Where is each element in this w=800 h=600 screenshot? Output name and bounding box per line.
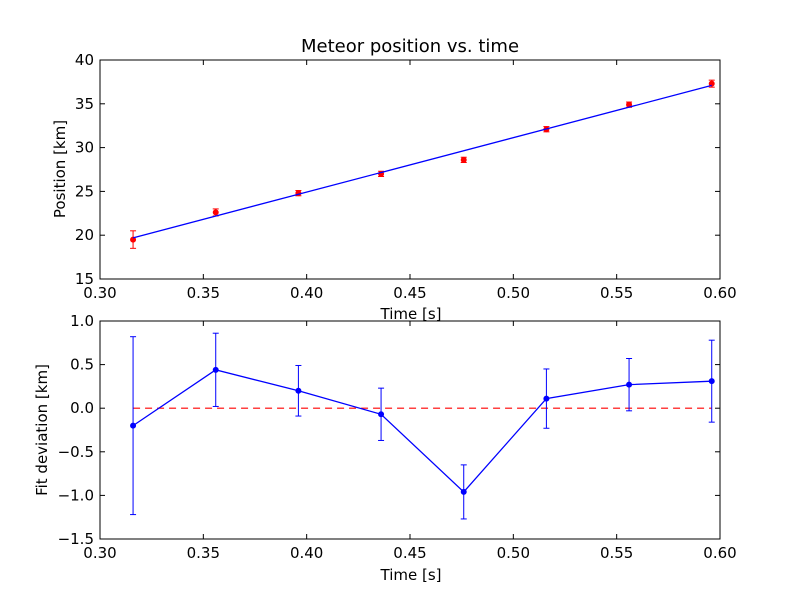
position-x-tick-label: 0.50: [497, 284, 530, 302]
deviation-x-tick-label: 0.50: [497, 544, 530, 562]
position-x-tick-label: 0.55: [600, 284, 633, 302]
deviation-x-tick-label: 0.35: [187, 544, 220, 562]
deviation-y-tick-label: 0.5: [70, 356, 94, 374]
position-y-tick-label: 25: [75, 182, 94, 200]
deviation-data-point: [543, 395, 550, 402]
position-x-tick-label: 0.60: [703, 284, 736, 302]
position-x-tick-label: 0.40: [290, 284, 323, 302]
position-axes-frame: [99, 59, 721, 280]
deviation-y-tick-label: −1.0: [58, 486, 94, 504]
position-y-tick-label: 35: [75, 95, 94, 113]
deviation-data-point: [626, 381, 633, 388]
deviation-x-tick-label: 0.45: [393, 544, 426, 562]
position-y-tick-label: 15: [75, 270, 94, 288]
position-x-tick-label: 0.45: [393, 284, 426, 302]
deviation-x-tick-label: 0.30: [83, 544, 116, 562]
position-chart-title: Meteor position vs. time: [301, 36, 519, 57]
position-y-tick-label: 30: [75, 139, 94, 157]
deviation-x-tick-label: 0.55: [600, 544, 633, 562]
deviation-data-point: [460, 488, 467, 495]
deviation-y-tick-label: −1.5: [58, 530, 94, 548]
position-data-point: [460, 156, 467, 163]
deviation-x-tick-label: 0.40: [290, 544, 323, 562]
position-y-tick-label: 20: [75, 226, 94, 244]
deviation-plot: Time [s] Fit deviation [km] 0.30 0.35 0.40…: [33, 312, 737, 584]
deviation-data-point: [708, 378, 715, 385]
deviation-data-point: [130, 422, 137, 429]
fit-line: [132, 84, 712, 239]
deviation-y-tick-label: 1.0: [70, 312, 94, 330]
deviation-data-point: [295, 387, 302, 394]
deviation-x-axis-label: Time [s]: [380, 566, 442, 584]
position-x-tick-label: 0.30: [83, 284, 116, 302]
deviation-y-axis-label: Fit deviation [km]: [33, 364, 51, 496]
position-data-point: [130, 236, 137, 243]
deviation-data-point: [212, 366, 219, 373]
position-x-axis-label: Time [s]: [380, 305, 442, 323]
position-y-axis-label: Position [km]: [51, 120, 69, 218]
deviation-x-tick-label: 0.60: [703, 544, 736, 562]
deviation-y-tick-label: 0.0: [70, 399, 94, 417]
deviation-series-line: [132, 369, 712, 493]
position-y-tick-label: 40: [75, 51, 94, 69]
position-data-point: [212, 209, 219, 216]
position-plot: Meteor position vs. time Time [s] Positi…: [51, 36, 737, 323]
deviation-data-point: [378, 411, 385, 418]
position-x-tick-label: 0.35: [187, 284, 220, 302]
deviation-axes-frame: [99, 320, 721, 540]
position-data-point: [708, 80, 715, 87]
deviation-y-tick-label: −0.5: [58, 443, 94, 461]
